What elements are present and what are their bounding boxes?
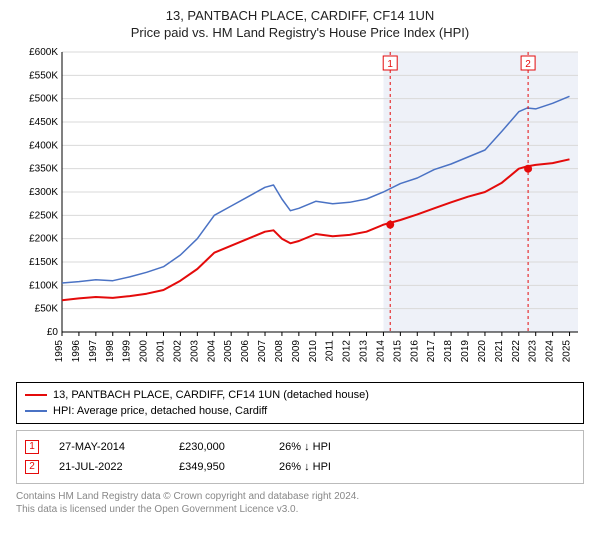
- svg-text:£550K: £550K: [29, 70, 58, 81]
- svg-text:2022: 2022: [511, 340, 522, 363]
- svg-text:2018: 2018: [443, 340, 454, 363]
- svg-text:2004: 2004: [206, 340, 217, 363]
- event-row: 2 21-JUL-2022 £349,950 26% ↓ HPI: [25, 457, 575, 477]
- svg-text:2000: 2000: [139, 340, 150, 363]
- svg-text:1996: 1996: [71, 340, 82, 363]
- svg-text:£500K: £500K: [29, 94, 58, 105]
- svg-text:2017: 2017: [426, 340, 437, 363]
- events-box: 1 27-MAY-2014 £230,000 26% ↓ HPI 2 21-JUL-202…: [16, 430, 584, 484]
- svg-text:1995: 1995: [54, 340, 65, 363]
- svg-text:1998: 1998: [105, 340, 116, 363]
- svg-text:1997: 1997: [88, 340, 99, 363]
- event-row: 1 27-MAY-2014 £230,000 26% ↓ HPI: [25, 437, 575, 457]
- svg-text:£300K: £300K: [29, 187, 58, 198]
- svg-text:2003: 2003: [189, 340, 200, 363]
- event-date: 21-JUL-2022: [59, 457, 159, 477]
- svg-text:2002: 2002: [172, 340, 183, 363]
- event-diff: 26% ↓ HPI: [279, 457, 379, 477]
- svg-text:2024: 2024: [545, 340, 556, 363]
- svg-text:2020: 2020: [477, 340, 488, 363]
- event-diff: 26% ↓ HPI: [279, 437, 379, 457]
- svg-text:2010: 2010: [308, 340, 319, 363]
- page-subtitle: Price paid vs. HM Land Registry's House …: [16, 25, 584, 40]
- event-marker: 1: [25, 440, 39, 454]
- event-marker: 2: [25, 460, 39, 474]
- svg-text:2019: 2019: [460, 340, 471, 363]
- svg-text:2025: 2025: [562, 340, 573, 363]
- svg-text:2014: 2014: [375, 340, 386, 363]
- svg-text:2: 2: [525, 59, 531, 70]
- svg-text:2021: 2021: [494, 340, 505, 363]
- event-date: 27-MAY-2014: [59, 437, 159, 457]
- svg-text:2023: 2023: [528, 340, 539, 363]
- svg-text:2009: 2009: [291, 340, 302, 363]
- legend-box: 13, PANTBACH PLACE, CARDIFF, CF14 1UN (d…: [16, 382, 584, 424]
- page-title: 13, PANTBACH PLACE, CARDIFF, CF14 1UN: [16, 8, 584, 23]
- svg-text:2001: 2001: [156, 340, 167, 363]
- svg-text:2015: 2015: [392, 340, 403, 363]
- svg-text:£250K: £250K: [29, 210, 58, 221]
- svg-text:£600K: £600K: [29, 47, 58, 58]
- svg-text:2012: 2012: [342, 340, 353, 363]
- footer-line: This data is licensed under the Open Gov…: [16, 503, 584, 516]
- svg-text:2006: 2006: [240, 340, 251, 363]
- legend-swatch: [25, 410, 47, 412]
- legend-row: HPI: Average price, detached house, Card…: [25, 403, 575, 419]
- svg-text:£100K: £100K: [29, 280, 58, 291]
- footer-line: Contains HM Land Registry data © Crown c…: [16, 490, 584, 503]
- svg-text:£350K: £350K: [29, 164, 58, 175]
- svg-text:£150K: £150K: [29, 257, 58, 268]
- svg-text:2011: 2011: [325, 340, 336, 362]
- line-chart: £0 £50K £100K £150K £200K £250K £300K £350K £400…: [16, 46, 584, 376]
- svg-text:2008: 2008: [274, 340, 285, 363]
- svg-text:£50K: £50K: [35, 304, 59, 315]
- legend-swatch: [25, 394, 47, 396]
- svg-text:2005: 2005: [223, 340, 234, 363]
- legend-label: HPI: Average price, detached house, Card…: [53, 403, 267, 419]
- svg-text:2007: 2007: [257, 340, 268, 363]
- svg-text:1: 1: [387, 59, 393, 70]
- event-price: £349,950: [179, 457, 259, 477]
- svg-text:2013: 2013: [359, 340, 370, 363]
- chart: £0 £50K £100K £150K £200K £250K £300K £350K £400…: [16, 46, 584, 376]
- svg-text:£200K: £200K: [29, 234, 58, 245]
- svg-text:2016: 2016: [409, 340, 420, 363]
- event-price: £230,000: [179, 437, 259, 457]
- svg-text:£0: £0: [47, 327, 59, 338]
- legend-row: 13, PANTBACH PLACE, CARDIFF, CF14 1UN (d…: [25, 387, 575, 403]
- footer-attribution: Contains HM Land Registry data © Crown c…: [16, 490, 584, 516]
- svg-text:1999: 1999: [122, 340, 133, 363]
- svg-text:£400K: £400K: [29, 140, 58, 151]
- svg-text:£450K: £450K: [29, 117, 58, 128]
- legend-label: 13, PANTBACH PLACE, CARDIFF, CF14 1UN (d…: [53, 387, 369, 403]
